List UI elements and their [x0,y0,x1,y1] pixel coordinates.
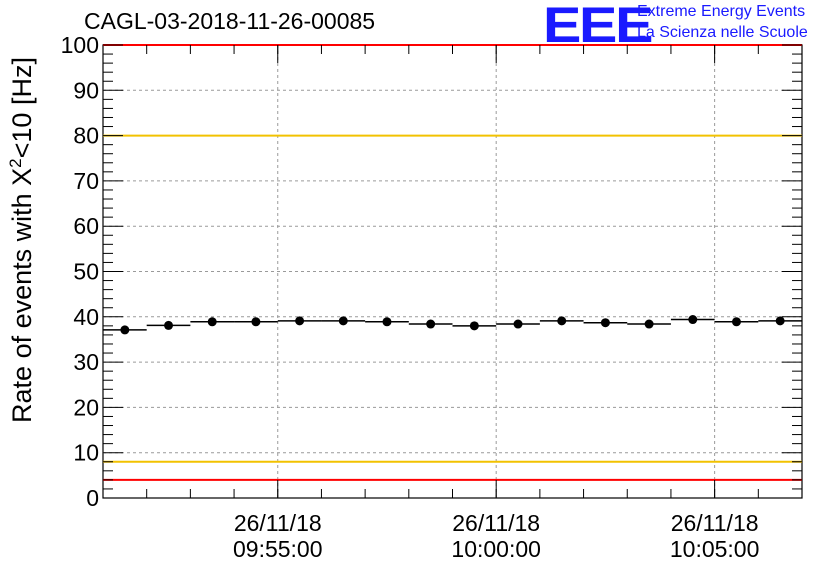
y-tick-label: 10 [73,440,99,466]
data-point [644,319,654,329]
data-point [251,317,261,327]
data-point [207,317,217,327]
data-point [120,325,130,335]
y-tick-label: 80 [73,123,99,149]
y-tick-label: 90 [73,77,99,103]
y-tick-label: 70 [73,168,99,194]
data-point [426,319,436,329]
data-point [557,316,567,326]
data-point [382,317,392,327]
y-axis-label-wrap: Rate of events with X2<10 [Hz] [0,0,44,572]
data-point [731,317,741,327]
y-tick-label: 20 [73,394,99,420]
data-point [338,316,348,326]
y-tick-label: 30 [73,349,99,375]
x-tick-time: 10:00:00 [451,536,541,562]
data-point [688,315,698,325]
y-axis-label-suffix: <10 [Hz] [7,57,37,159]
x-tick-date: 26/11/18 [671,510,759,536]
x-tick-time: 10:05:00 [670,536,760,562]
data-point [164,320,174,330]
data-point [469,321,479,331]
y-axis-label-sup: 2 [6,158,25,168]
y-tick-label: 40 [73,304,99,330]
x-tick-date: 26/11/18 [452,510,540,536]
x-tick-date: 26/11/18 [234,510,322,536]
logo-line-2: La Scienza nelle Scuole [637,24,808,41]
y-tick-label: 60 [73,213,99,239]
data-point [513,319,523,329]
y-tick-label: 100 [61,32,99,58]
logo-line-1: Extreme Energy Events [637,3,806,20]
eee-logo: EEE [543,0,653,53]
grid-layer [103,45,802,498]
data-point [295,316,305,326]
y-axis-label: Rate of events with X2<10 [Hz] [6,57,38,423]
y-tick-label: 50 [73,259,99,285]
x-tick-labels: 26/11/1809:55:0026/11/1810:00:0026/11/18… [233,510,759,562]
y-tick-label: 0 [86,485,99,511]
chart-title: CAGL-03-2018-11-26-00085 [84,8,376,34]
y-tick-labels: 0 10 20 30 40 50 60 70 80 90 100 [61,32,99,511]
reference-lines [103,44,802,481]
axis-ticks [103,44,802,499]
data-point [600,318,610,328]
data-point [775,316,785,326]
data-series [103,315,802,335]
y-axis-label-prefix: Rate of events with X [7,167,37,423]
x-tick-time: 09:55:00 [233,536,323,562]
